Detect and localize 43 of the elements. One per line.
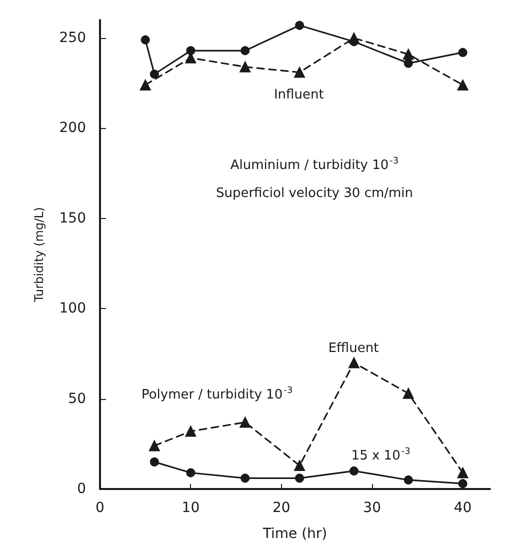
annotation: Effluent xyxy=(328,340,379,356)
point xyxy=(185,426,196,437)
point xyxy=(240,61,251,72)
x-tick-label: 10 xyxy=(182,500,200,516)
point xyxy=(294,66,306,78)
point xyxy=(349,466,358,476)
point xyxy=(240,416,251,428)
x-tick-label: 20 xyxy=(272,500,290,516)
annotation: Influent xyxy=(274,88,324,103)
x-tick-label: 40 xyxy=(454,500,472,516)
x-tick-label: 30 xyxy=(363,500,382,516)
point xyxy=(458,479,468,488)
x-axis-title: Time (hr) xyxy=(262,526,328,542)
y-tick-label: 150 xyxy=(59,210,86,226)
point xyxy=(148,440,160,452)
point xyxy=(458,48,468,57)
point xyxy=(294,460,306,472)
point xyxy=(402,388,414,399)
y-axis-title: Turbidity (mg/L) xyxy=(32,207,46,303)
point xyxy=(150,457,159,466)
annotation: Superficiol velocity 30 cm/min xyxy=(216,186,414,202)
y-tick-label: 0 xyxy=(77,481,86,497)
x-tick-label: 0 xyxy=(96,500,104,516)
point xyxy=(457,467,468,478)
y-tick-label: 50 xyxy=(68,390,86,407)
point xyxy=(402,48,414,60)
point xyxy=(186,46,196,56)
point xyxy=(457,79,468,90)
point xyxy=(348,357,360,368)
point xyxy=(240,46,250,56)
point xyxy=(186,468,196,478)
point xyxy=(240,474,250,483)
y-tick-label: 200 xyxy=(59,120,86,136)
point xyxy=(295,20,304,30)
y-tick-label: 100 xyxy=(59,300,86,317)
point xyxy=(404,475,413,484)
point xyxy=(349,37,358,46)
point xyxy=(150,70,159,79)
point xyxy=(140,35,150,44)
point xyxy=(404,58,413,68)
point xyxy=(295,474,304,483)
point xyxy=(140,79,151,90)
y-tick-label: 250 xyxy=(59,30,86,46)
